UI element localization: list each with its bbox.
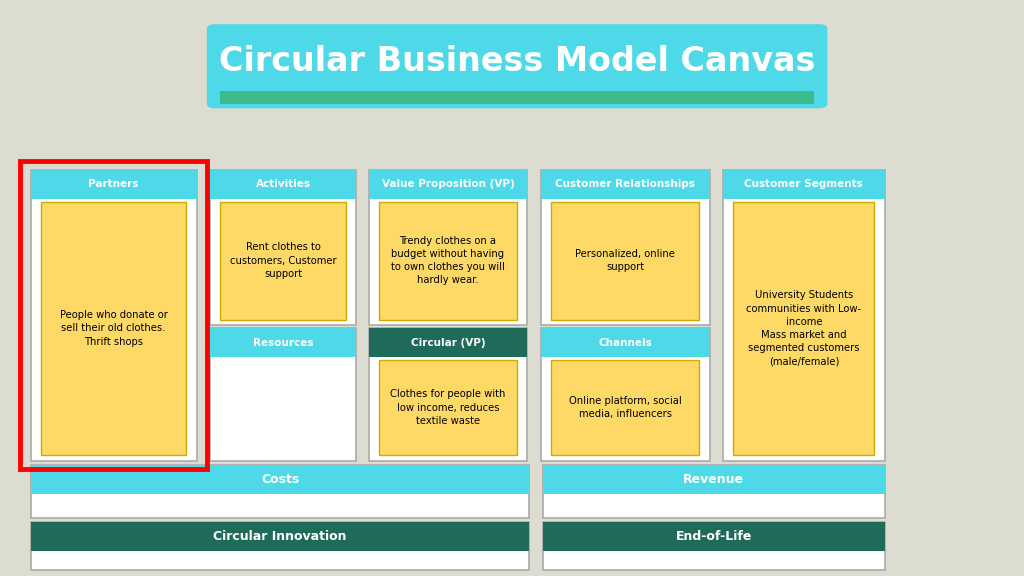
Text: Channels: Channels: [598, 338, 652, 348]
Bar: [541, 170, 710, 199]
Text: University Students
communities with Low-
income
Mass market and
segmented custo: University Students communities with Low…: [746, 290, 861, 366]
Text: Activities: Activities: [256, 179, 310, 190]
Bar: [379, 202, 517, 320]
Bar: [369, 328, 527, 357]
Bar: [210, 328, 356, 357]
Text: Online platform, social
media, influencers: Online platform, social media, influence…: [568, 396, 682, 419]
Text: People who donate or
sell their old clothes.
Thrift shops: People who donate or sell their old clot…: [59, 310, 168, 347]
Bar: [220, 202, 346, 320]
Bar: [369, 170, 527, 325]
Bar: [379, 360, 517, 455]
Text: Circular (VP): Circular (VP): [411, 338, 485, 348]
Bar: [551, 360, 699, 455]
Text: End-of-Life: End-of-Life: [676, 530, 752, 543]
Text: Value Proposition (VP): Value Proposition (VP): [382, 179, 514, 190]
Bar: [543, 465, 885, 494]
Bar: [41, 202, 186, 455]
Bar: [369, 328, 527, 461]
Text: Circular Business Model Canvas: Circular Business Model Canvas: [219, 45, 815, 78]
Text: Circular Innovation: Circular Innovation: [213, 530, 347, 543]
Text: Partners: Partners: [88, 179, 139, 190]
Bar: [541, 170, 710, 325]
Bar: [210, 170, 356, 199]
Bar: [541, 328, 710, 461]
Text: Trendy clothes on a
budget without having
to own clothes you will
hardly wear.: Trendy clothes on a budget without havin…: [391, 236, 505, 286]
Bar: [369, 170, 527, 199]
Text: Customer Segments: Customer Segments: [744, 179, 863, 190]
Bar: [31, 522, 529, 551]
Bar: [543, 465, 885, 518]
Bar: [733, 202, 874, 455]
Text: Rent clothes to
customers, Customer
support: Rent clothes to customers, Customer supp…: [229, 242, 337, 279]
Text: Personalized, online
support: Personalized, online support: [575, 249, 675, 272]
Text: Costs: Costs: [261, 473, 299, 486]
Bar: [551, 202, 699, 320]
Bar: [20, 161, 207, 469]
Bar: [220, 91, 814, 104]
Bar: [541, 328, 710, 357]
Text: Clothes for people with
low income, reduces
textile waste: Clothes for people with low income, redu…: [390, 389, 506, 426]
Bar: [543, 522, 885, 551]
Text: Resources: Resources: [253, 338, 313, 348]
Bar: [31, 170, 197, 199]
Bar: [723, 170, 885, 199]
Bar: [723, 170, 885, 461]
Bar: [31, 170, 197, 461]
Bar: [543, 522, 885, 570]
Bar: [31, 465, 529, 518]
Text: Revenue: Revenue: [683, 473, 744, 486]
FancyBboxPatch shape: [207, 24, 827, 108]
Bar: [31, 465, 529, 494]
Bar: [210, 170, 356, 325]
Text: Customer Relationships: Customer Relationships: [555, 179, 695, 190]
Bar: [31, 522, 529, 570]
Bar: [210, 328, 356, 461]
